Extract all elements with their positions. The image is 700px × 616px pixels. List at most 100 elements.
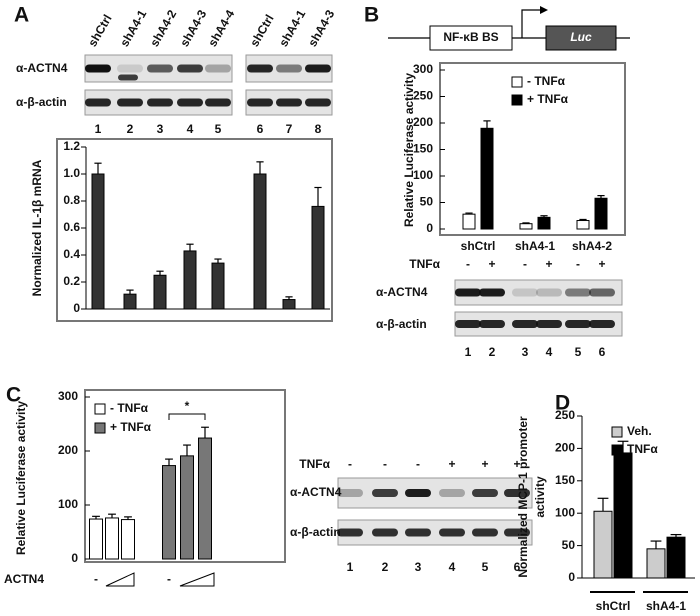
dose-wedge — [179, 572, 215, 587]
treatment-label: TNFα — [409, 257, 440, 271]
row-label: α-ACTN4 — [376, 285, 428, 299]
legend-swatch — [611, 426, 623, 438]
lane-number: 6 — [257, 122, 264, 136]
y-tick-label: 0.8 — [63, 193, 80, 207]
y-tick-label: 200 — [555, 441, 575, 455]
bar — [462, 213, 476, 230]
lane-number: 1 — [95, 122, 102, 136]
band — [276, 98, 302, 107]
band — [205, 64, 231, 73]
lane-number: 7 — [286, 122, 293, 136]
lane-number: 5 — [482, 560, 489, 574]
bar — [613, 452, 633, 579]
band — [405, 528, 431, 537]
bar — [480, 127, 494, 230]
band — [589, 320, 615, 328]
panel-label: B — [364, 4, 379, 27]
bar — [153, 274, 167, 310]
treatment-sign: + — [598, 257, 605, 271]
band — [512, 320, 538, 328]
legend-label: - TNFα — [110, 401, 149, 415]
row-label: α-ACTN4 — [290, 485, 342, 499]
row-label: α-β-actin — [16, 95, 67, 109]
band — [455, 288, 481, 297]
band — [117, 98, 143, 107]
blot — [337, 477, 533, 509]
band — [177, 98, 203, 107]
band — [337, 489, 363, 497]
lane-number: 2 — [489, 345, 496, 359]
treatment-sign: - — [416, 457, 420, 471]
y-axis-label: activity — [533, 476, 547, 518]
y-axis-label: Relative Luciferase activity — [14, 401, 28, 555]
y-tick-label: 200 — [413, 115, 433, 129]
band — [177, 64, 203, 73]
legend-label: + TNFα — [527, 92, 569, 106]
bar — [198, 437, 212, 560]
bar — [519, 223, 533, 230]
lane-number: 2 — [382, 560, 389, 574]
y-tick-label: 50 — [562, 538, 576, 552]
y-tick-label: 0 — [73, 301, 80, 315]
bar — [91, 173, 105, 310]
band — [565, 320, 591, 328]
legend-swatch — [511, 94, 523, 106]
lane-number: 4 — [449, 560, 456, 574]
treatment-sign: + — [513, 457, 520, 471]
y-tick-label: 1.0 — [63, 166, 80, 180]
y-axis-label: Normalized IL-1β mRNA — [30, 159, 44, 296]
y-tick-label: 0 — [71, 551, 78, 565]
group-sign: - — [167, 572, 171, 586]
lane-number: 3 — [415, 560, 422, 574]
lane-label: shA4-2 — [147, 7, 179, 49]
lane-label: shCtrl — [247, 12, 276, 49]
band — [372, 528, 398, 537]
x-tick-label: shCtrl — [596, 599, 631, 613]
bar — [180, 455, 194, 560]
y-tick-label: 300 — [58, 389, 78, 403]
lane-number: 4 — [546, 345, 553, 359]
lane-number: 1 — [347, 560, 354, 574]
bar — [89, 518, 103, 560]
band — [117, 64, 143, 73]
x-tick-label: shA4-1 — [515, 239, 555, 253]
bar — [666, 536, 686, 579]
legend-label: Veh. — [627, 424, 652, 438]
y-tick-label: 0.4 — [63, 247, 80, 261]
y-tick-label: 0.6 — [63, 220, 80, 234]
band — [536, 320, 562, 328]
treatment-sign: - — [466, 257, 470, 271]
bar — [593, 510, 613, 579]
lane-number: 6 — [514, 560, 521, 574]
band — [276, 64, 302, 73]
treatment-sign: - — [523, 257, 527, 271]
band — [147, 64, 173, 73]
arrow-head — [540, 6, 548, 14]
legend-label: + TNFα — [110, 420, 152, 434]
x-axis-label: ACTN4 — [4, 572, 44, 586]
band — [439, 489, 465, 497]
panel-label: D — [555, 392, 570, 415]
band — [479, 320, 505, 328]
legend-label: - TNFα — [527, 74, 566, 88]
group-sign: - — [94, 572, 98, 586]
bar — [123, 293, 137, 310]
chart-frame — [56, 138, 333, 322]
lane-number: 2 — [127, 122, 134, 136]
row-label: α-ACTN4 — [16, 61, 68, 75]
bar — [121, 519, 135, 560]
treatment-sign: + — [481, 457, 488, 471]
blot — [337, 519, 533, 546]
band — [565, 288, 591, 297]
y-tick-label: 100 — [555, 505, 575, 519]
bar — [311, 205, 325, 310]
band — [504, 528, 530, 537]
significance-bracket — [168, 413, 206, 420]
band — [589, 288, 615, 297]
y-tick-label: 100 — [413, 168, 433, 182]
annotation: * — [185, 399, 190, 413]
band — [472, 489, 498, 497]
treatment-label: TNFα — [299, 457, 330, 471]
legend-swatch — [94, 403, 106, 415]
